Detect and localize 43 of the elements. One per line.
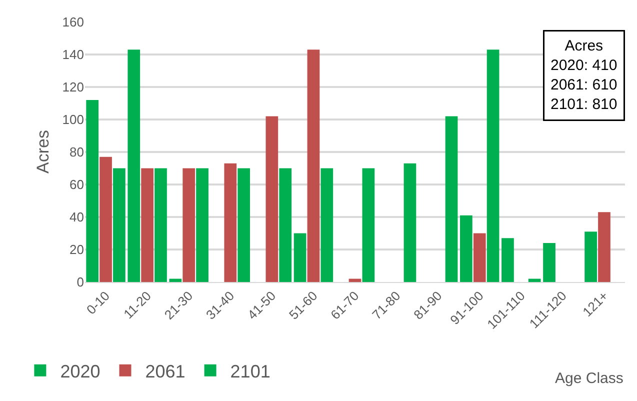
bar [182,168,196,282]
bar [238,168,250,282]
bar [100,156,112,282]
bar [113,168,126,282]
bar [86,100,99,282]
bar [445,116,458,282]
bar [224,163,237,282]
y-tick-label: 40 [70,210,84,225]
bar [473,233,486,282]
bar [460,215,472,282]
bar [196,168,208,282]
y-tick-label: 0 [76,274,84,290]
x-tick-label: 0-10 [83,288,112,318]
bar [154,168,167,282]
bar [528,278,541,282]
bar [128,50,140,282]
bar [502,238,514,282]
bar [486,50,500,282]
bar [362,168,375,282]
y-tick-label: 60 [70,177,84,192]
bar [584,232,597,282]
legend-label: 2061 [145,361,186,382]
y-tick-label: 80 [70,144,84,160]
bar [266,116,278,282]
bar [404,163,416,282]
legend-label: 2020 [60,361,100,382]
bar [169,278,182,282]
legend-label: 2101 [230,361,270,382]
y-tick-label: 120 [62,80,84,95]
y-axis-title: Acres [34,130,52,174]
y-tick-label: 140 [62,47,84,62]
bar [307,50,320,282]
bar [598,212,610,282]
annotation: Acres 2020: 410 2061: 610 2101: 810 [550,38,618,113]
y-tick-label: 100 [62,112,84,128]
bar [279,168,292,282]
bar [320,168,334,282]
bar [294,233,306,282]
x-axis-title: Age Class [555,370,624,387]
bar [141,168,154,282]
y-tick-label: 160 [62,14,84,30]
y-tick-label: 20 [70,242,84,258]
bar [543,243,556,282]
